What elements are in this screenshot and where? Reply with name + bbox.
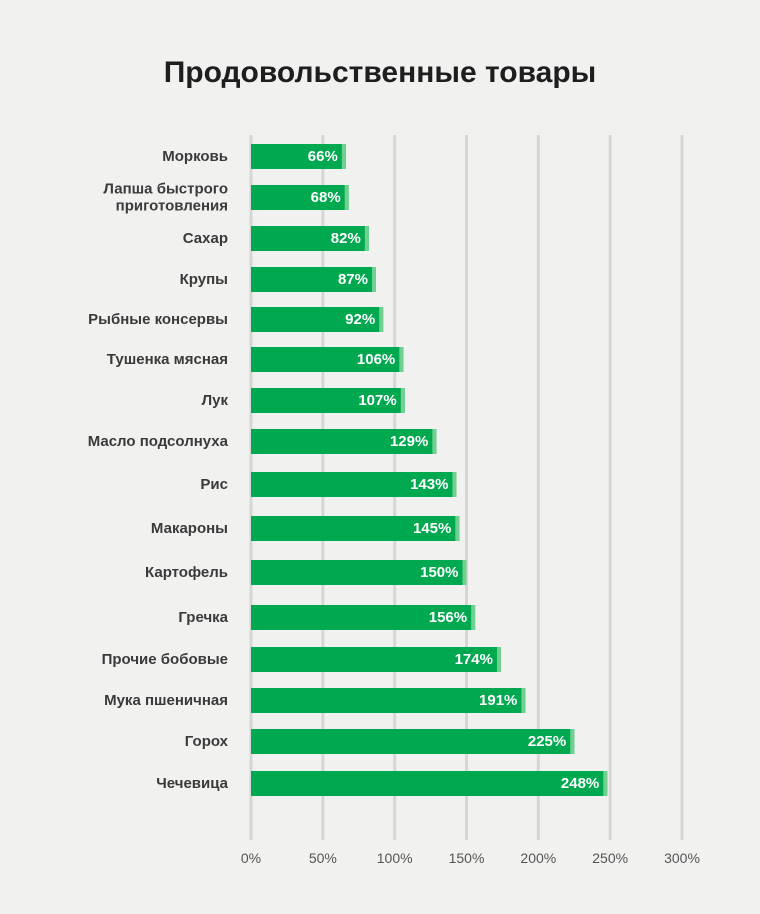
bar — [251, 688, 526, 713]
data-label: 225% — [528, 733, 566, 750]
bar-edge — [364, 226, 369, 251]
chart-title: Продовольственные товары — [163, 56, 597, 89]
category-label: приготовления — [116, 198, 228, 215]
data-label: 191% — [479, 692, 517, 709]
bar-edge — [400, 388, 405, 413]
data-label: 174% — [455, 651, 493, 668]
bar-edge — [399, 347, 404, 372]
category-label: Масло подсолнуха — [88, 433, 229, 450]
bar-edge — [462, 560, 467, 585]
data-label: 68% — [311, 189, 341, 206]
category-label: Картофель — [145, 564, 228, 581]
bar — [251, 647, 501, 672]
category-label: Тушенка мясная — [107, 351, 228, 368]
category-label: Горох — [185, 733, 229, 750]
bar — [251, 472, 457, 497]
x-tick-label: 150% — [449, 850, 485, 866]
bar — [251, 185, 349, 210]
category-label: Лапша быстрого — [103, 181, 228, 198]
bar-edge — [471, 605, 476, 630]
bar — [251, 771, 608, 796]
category-label: Рис — [200, 476, 228, 493]
data-label: 82% — [331, 230, 361, 247]
category-label: Крупы — [180, 271, 228, 288]
bar-edge — [496, 647, 501, 672]
bar — [251, 429, 437, 454]
data-label: 156% — [429, 609, 467, 626]
data-label: 87% — [338, 271, 368, 288]
category-label: Мука пшеничная — [104, 692, 228, 709]
category-label: Прочие бобовые — [102, 651, 228, 668]
category-label: Чечевица — [156, 775, 228, 792]
data-label: 66% — [308, 148, 338, 165]
x-tick-label: 300% — [664, 850, 700, 866]
data-label: 248% — [561, 775, 599, 792]
bar-edge — [570, 729, 575, 754]
bar-edge — [344, 185, 349, 210]
bar-edge — [455, 516, 460, 541]
data-label: 106% — [357, 351, 395, 368]
x-tick-label: 250% — [592, 850, 628, 866]
category-label: Макароны — [151, 520, 228, 537]
bar — [251, 388, 405, 413]
category-label: Морковь — [162, 148, 228, 165]
x-tick-label: 200% — [520, 850, 556, 866]
x-tick-label: 50% — [309, 850, 337, 866]
bar-edge — [379, 307, 384, 332]
bar — [251, 516, 460, 541]
data-label: 150% — [420, 564, 458, 581]
bar — [251, 605, 476, 630]
bar-edge — [432, 429, 437, 454]
category-label: Рыбные консервы — [88, 311, 228, 328]
bar — [251, 307, 384, 332]
category-label: Сахар — [183, 230, 228, 247]
data-label: 145% — [413, 520, 451, 537]
bar-edge — [341, 144, 346, 169]
bar — [251, 347, 404, 372]
bar-edge — [371, 267, 376, 292]
category-label: Гречка — [178, 609, 228, 626]
bar — [251, 144, 346, 169]
bar-edge — [603, 771, 608, 796]
data-label: 107% — [358, 392, 396, 409]
bar — [251, 560, 467, 585]
bar-edge — [452, 472, 457, 497]
x-tick-label: 100% — [377, 850, 413, 866]
category-label: Лук — [202, 392, 229, 409]
data-label: 143% — [410, 476, 448, 493]
bar — [251, 226, 369, 251]
bar-edge — [521, 688, 526, 713]
data-label: 129% — [390, 433, 428, 450]
data-label: 92% — [345, 311, 375, 328]
bar — [251, 729, 575, 754]
x-tick-label: 0% — [241, 850, 261, 866]
bar — [251, 267, 376, 292]
